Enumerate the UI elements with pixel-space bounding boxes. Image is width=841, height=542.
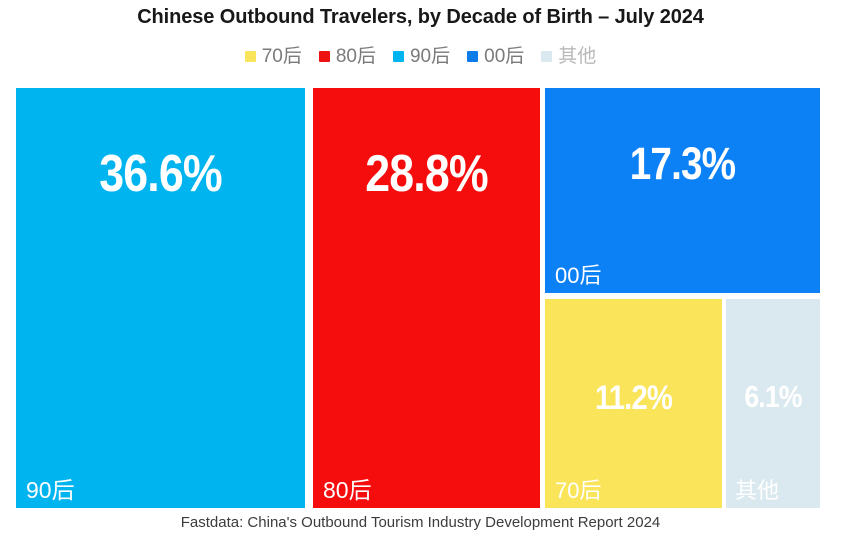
legend-swatch-00hou [467, 51, 479, 62]
treemap-plot-area: 36.6% 90后 28.8% 80后 17.3% 00后 11.2% 70后 … [16, 88, 820, 508]
treemap-tile-00hou[interactable]: 17.3% 00后 [545, 88, 820, 293]
treemap-tile-80hou[interactable]: 28.8% 80后 [313, 88, 540, 508]
legend-swatch-80hou [318, 51, 330, 62]
treemap-tile-qita-label: 其他 [735, 478, 780, 503]
treemap-tile-80hou-label: 80后 [323, 477, 372, 503]
legend-label-80hou: 80后 [335, 46, 376, 67]
legend-label-qita: 其他 [558, 46, 597, 67]
legend-item-qita[interactable]: 其他 [541, 47, 596, 66]
legend-swatch-70hou [244, 51, 256, 62]
legend-swatch-qita [541, 51, 553, 62]
treemap-tile-90hou-value: 36.6% [99, 145, 222, 203]
legend-label-70hou: 70后 [261, 46, 302, 67]
treemap-tile-00hou-label: 00后 [555, 263, 602, 288]
legend-label-90hou: 90后 [409, 46, 451, 67]
legend-label-00hou: 00后 [484, 46, 525, 67]
legend-item-90hou[interactable]: 90后 [392, 46, 451, 67]
legend-item-70hou[interactable]: 70后 [244, 46, 302, 67]
treemap-tile-70hou-value: 11.2% [595, 379, 673, 417]
treemap-tile-90hou-label: 90后 [26, 477, 75, 503]
treemap-tile-80hou-value: 28.8% [365, 145, 488, 203]
treemap-tile-90hou[interactable]: 36.6% 90后 [16, 88, 305, 508]
legend-item-00hou[interactable]: 00后 [467, 47, 524, 66]
treemap-tile-00hou-value: 17.3% [629, 138, 736, 189]
chart-legend: 70后 80后 90后 00后 其他 [0, 47, 841, 66]
treemap-tile-70hou-label: 70后 [555, 478, 602, 503]
chart-title: Chinese Outbound Travelers, by Decade of… [137, 6, 704, 28]
legend-item-80hou[interactable]: 80后 [318, 46, 376, 67]
chart-source-caption: Fastdata: China's Outbound Tourism Indus… [180, 514, 661, 531]
legend-swatch-90hou [392, 51, 404, 62]
treemap-tile-70hou[interactable]: 11.2% 70后 [545, 299, 722, 508]
treemap-tile-qita[interactable]: 6.1% 其他 [726, 299, 820, 508]
treemap-tile-qita-value: 6.1% [744, 379, 802, 414]
